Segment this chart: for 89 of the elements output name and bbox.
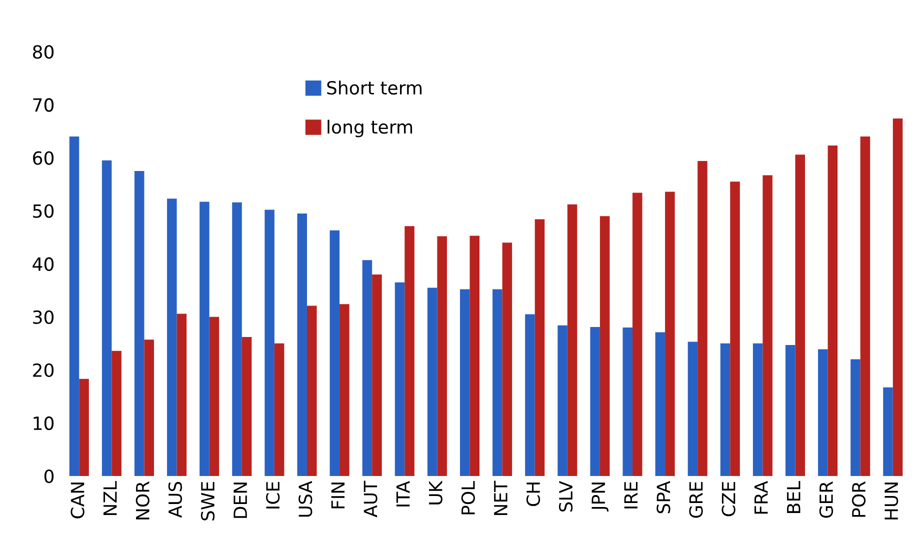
x-tick-label: FIN: [331, 482, 345, 508]
x-tick-label: DEN: [234, 482, 247, 518]
bar: [274, 343, 284, 476]
x-tick-label: AUT: [364, 480, 378, 518]
bar: [720, 343, 730, 476]
x-tick-label: IRE: [624, 482, 638, 508]
bar: [209, 316, 220, 476]
x-tick-label: SPA: [656, 481, 670, 514]
y-tick-label: 20: [33, 363, 54, 378]
x-tick-label: NET: [494, 480, 508, 516]
bar: [200, 202, 210, 476]
bar: [470, 236, 480, 476]
x-tick-label: NZL: [104, 480, 117, 516]
x-tick-label: UK: [429, 480, 442, 504]
bar: [404, 226, 414, 476]
x-tick-label: SLV: [558, 481, 573, 512]
bar: [69, 136, 80, 476]
bar: [892, 118, 903, 476]
y-tick-label: 10: [34, 416, 54, 430]
bar: [698, 160, 708, 476]
legend-label: long term: [328, 120, 412, 138]
y-tick-label: 50: [33, 204, 54, 218]
bar: [600, 216, 610, 476]
bar: [632, 192, 642, 476]
legend-label: Short term: [327, 80, 422, 95]
bar: [330, 230, 340, 476]
x-tick-label: CAN: [70, 482, 84, 518]
x-tick-label: ICE: [266, 482, 280, 508]
bar: [567, 204, 578, 476]
x-tick-label: HUN: [884, 482, 898, 520]
x-tick-label: ITA: [396, 481, 410, 506]
bar: [502, 242, 512, 476]
x-tick-label: GER: [819, 481, 834, 518]
bar: [795, 154, 805, 476]
bar: [860, 136, 870, 476]
bar: [665, 192, 675, 476]
y-tick-label: 60: [33, 151, 54, 165]
x-tick-label: CH: [526, 482, 540, 506]
y-tick-label: 80: [32, 45, 54, 59]
bar: [558, 325, 568, 476]
y-tick-label: 40: [32, 257, 54, 271]
x-tick-label: USA: [298, 481, 312, 517]
bar: [688, 342, 698, 476]
bar: [437, 236, 447, 476]
x-tick-label: POR: [852, 481, 866, 517]
bar: [427, 288, 438, 476]
bar: [372, 274, 382, 476]
bar: [297, 213, 307, 476]
bar: [492, 289, 502, 476]
bar: [818, 349, 828, 476]
bar: [362, 260, 372, 476]
bar: [242, 337, 252, 476]
bar: [79, 378, 89, 476]
x-tick-label: POL: [461, 480, 475, 514]
bar: [730, 182, 740, 476]
bar: [102, 160, 112, 476]
bar: [167, 198, 177, 476]
bar: [525, 314, 535, 476]
bar: [306, 306, 317, 476]
bar: [622, 327, 632, 476]
bar: [850, 359, 860, 476]
x-tick-label: GRE: [689, 482, 703, 518]
bar: [460, 289, 470, 476]
x-tick-label: CZE: [722, 482, 736, 516]
bar: [134, 171, 144, 476]
bar: [394, 282, 405, 476]
bar: [828, 146, 838, 476]
bar: [144, 340, 154, 476]
bar: [762, 175, 772, 476]
y-tick-label: 30: [33, 310, 54, 324]
bar: [752, 343, 763, 476]
bar: [340, 304, 350, 476]
bar: [176, 314, 187, 476]
x-tick-label: BEL: [787, 480, 800, 513]
bar: [534, 219, 545, 476]
bar: [655, 332, 666, 476]
bar: [590, 326, 600, 476]
bar: [264, 210, 274, 476]
bar: [785, 344, 796, 476]
y-tick-label: 70: [33, 98, 54, 112]
x-tick-label: FRA: [754, 481, 768, 514]
x-tick-label: JPN: [592, 482, 609, 512]
bar: [883, 387, 893, 476]
y-tick-label: 0: [44, 469, 54, 484]
bar: [232, 202, 242, 476]
x-tick-label: AUS: [168, 482, 182, 518]
x-tick-label: NOR: [136, 481, 150, 520]
x-tick-label: SWE: [200, 482, 215, 520]
bar: [112, 350, 122, 476]
